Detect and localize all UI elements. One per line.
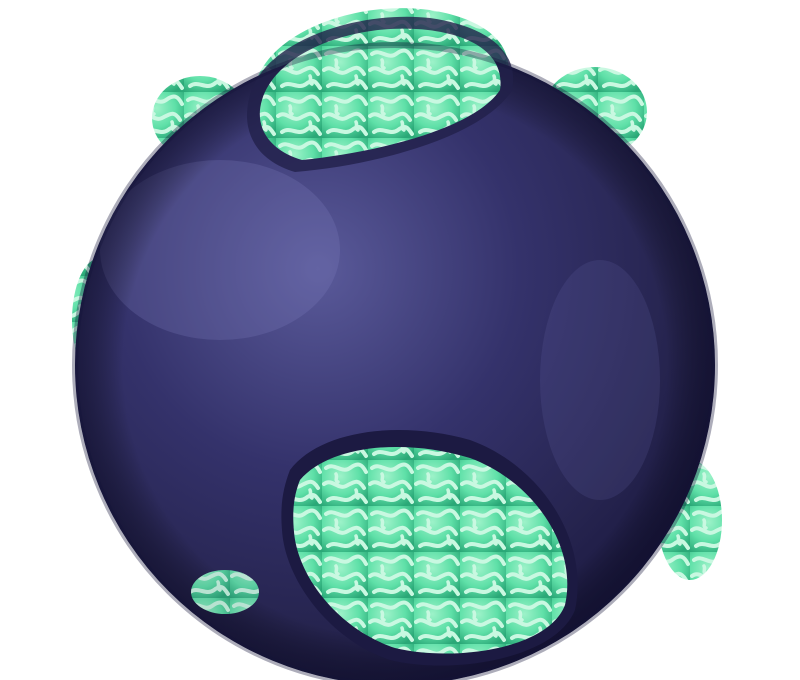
pattern-panel-lower-left [191, 570, 259, 614]
pattern-panel-bottom [293, 446, 568, 654]
sphere-outline [72, 42, 718, 680]
pattern-panel-top-front [259, 28, 501, 161]
